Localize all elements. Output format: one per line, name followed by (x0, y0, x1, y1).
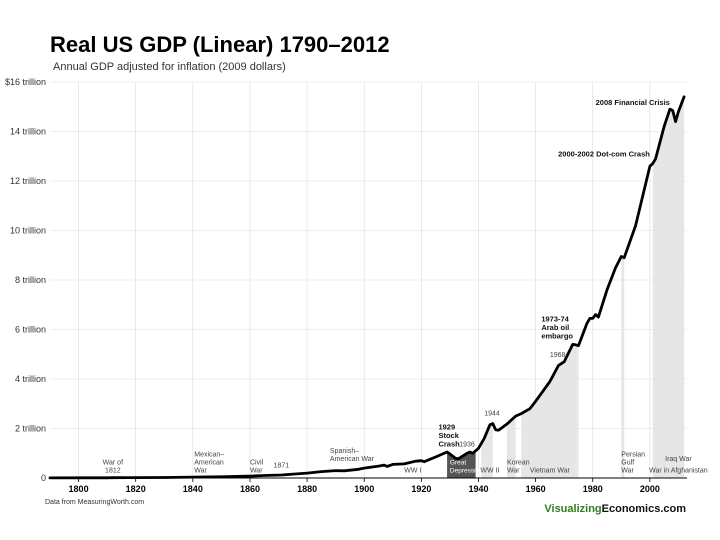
chart-title-years: 1790–2012 (279, 32, 389, 57)
y-tick-label: 0 (41, 473, 46, 483)
annotation-1871: 1871 (274, 462, 290, 469)
annotation-line: 1812 (105, 467, 121, 474)
annotation-1944: 1944 (484, 410, 500, 417)
shaded-period-war-in-afghanistan (652, 96, 685, 479)
annotation-war-in-afghanistan: War in Afghanistan (649, 467, 708, 474)
gdp-series (48, 95, 686, 480)
axes: 0 2 trillion 4 trillion 6 trillion 8 trillio… (5, 77, 687, 494)
x-tick-label: 1900 (354, 484, 374, 494)
annotation-2008-financial-crisis: 2008 Financial Crisis (596, 98, 670, 107)
y-tick-label: $16 trillion (5, 77, 46, 87)
x-tick-label: 1920 (411, 484, 431, 494)
annotation-line: American (194, 459, 224, 466)
shaded-period-korean-war (507, 416, 516, 478)
annotation-line: 1973-74 (541, 315, 569, 324)
annotation-great-depression: Great Depression (450, 459, 483, 474)
annotation-line: Mexican– (194, 451, 224, 458)
annotation-line: War (250, 467, 263, 474)
x-tick-label: 1860 (240, 484, 260, 494)
chart-subtitle: Annual GDP adjusted for inflation (2009 … (53, 61, 286, 73)
annotation-spanish-american-war: Spanish– American War (330, 448, 375, 463)
x-tick-label: 1800 (69, 484, 89, 494)
annotation-line: 1944 (484, 410, 500, 417)
annotation-vietnam-war: Vietnam War (530, 467, 571, 474)
annotation-mexican-american-war: Mexican– American War (194, 451, 224, 474)
annotation-line: War (621, 467, 634, 474)
annotation-line: 1968 (550, 352, 566, 359)
shaded-period-ww-ii (481, 423, 493, 478)
annotation-ww-ii: WW II (480, 467, 499, 474)
annotation-line: WW I (404, 467, 421, 474)
y-tick-label: 4 trillion (15, 374, 46, 384)
chart-title-main: Real US GDP (Linear) (50, 32, 273, 57)
shaded-period-vietnam-war (521, 344, 579, 478)
annotation-line: 1936 (459, 441, 475, 448)
annotation-line: 1871 (274, 462, 290, 469)
annotation-ww-i: WW I (404, 467, 421, 474)
y-tick-label: 10 trillion (10, 226, 46, 236)
annotation-line: War (194, 467, 207, 474)
brand-part-2: Economics.com (602, 503, 687, 515)
data-source: Data from MeasuringWorth.com (45, 499, 144, 506)
annotation-line: War (507, 467, 520, 474)
y-tick-label: 2 trillion (15, 424, 46, 434)
annotation-line: Vietnam War (530, 467, 571, 474)
annotation-1936: 1936 (459, 441, 475, 448)
grid-lines (50, 81, 687, 479)
annotation-line: 2000-2002 Dot-com Crash (558, 150, 650, 159)
annotation-2000-2002-dot-com-crash: 2000-2002 Dot-com Crash (558, 150, 650, 159)
y-tick-label: 12 trillion (10, 176, 46, 186)
y-tick-label: 8 trillion (15, 275, 46, 285)
annotation-line: 2008 Financial Crisis (596, 98, 670, 107)
x-tick-label: 1960 (526, 484, 546, 494)
x-tick-label: 1940 (468, 484, 488, 494)
y-tick-label: 14 trillion (10, 127, 46, 137)
annotation-iraq-war: Iraq War (665, 456, 692, 463)
x-tick-label: 2000 (640, 484, 660, 494)
x-tick-label: 1980 (583, 484, 603, 494)
shaded-period-persian-gulf-war (621, 256, 625, 478)
shaded-periods (447, 96, 685, 479)
annotation-war-of-1812: War of 1812 (103, 459, 123, 474)
annotation-line: Arab oil (541, 323, 569, 332)
annotation-line: Korean (507, 459, 530, 466)
annotation-civil-war: Civil War (250, 459, 264, 474)
annotation-line: Great (450, 459, 466, 466)
annotation-line: Gulf (621, 459, 634, 466)
x-tick-label: 1880 (297, 484, 317, 494)
y-tick-label: 6 trillion (15, 325, 46, 335)
annotation-korean-war: Korean War (507, 459, 530, 474)
annotation-line: Civil (250, 459, 264, 466)
annotation-line: Persian (621, 451, 645, 458)
brand-logo[interactable]: VisualizingEconomics.com (544, 503, 686, 515)
annotation-1973-74-arab-oil-embargo: 1973-74 Arab oil embargo (541, 315, 573, 341)
annotation-line: Depression (450, 467, 483, 474)
annotation-line: Crash (438, 439, 460, 448)
annotation-line: War in Afghanistan (649, 467, 708, 474)
annotation-line: 1929 (438, 422, 455, 431)
annotation-line: WW II (480, 467, 499, 474)
annotation-1968: 1968 (550, 352, 566, 359)
annotation-line: Spanish– (330, 448, 359, 455)
annotation-persian-gulf-war: Persian Gulf War (621, 451, 645, 474)
annotation-line: embargo (541, 332, 573, 341)
chart-title: Real US GDP (Linear) 1790–2012 (50, 32, 390, 57)
gdp-line (48, 95, 686, 480)
annotation-1929-stock-crash: 1929 Stock Crash (438, 422, 460, 448)
x-tick-label: 1820 (126, 484, 146, 494)
annotation-line: American War (330, 456, 375, 463)
annotation-line: War of (103, 459, 123, 466)
x-tick-label: 1840 (183, 484, 203, 494)
annotation-line: Iraq War (665, 456, 692, 463)
annotation-line: Stock (438, 431, 459, 440)
brand-part-1: Visualizing (544, 503, 601, 515)
